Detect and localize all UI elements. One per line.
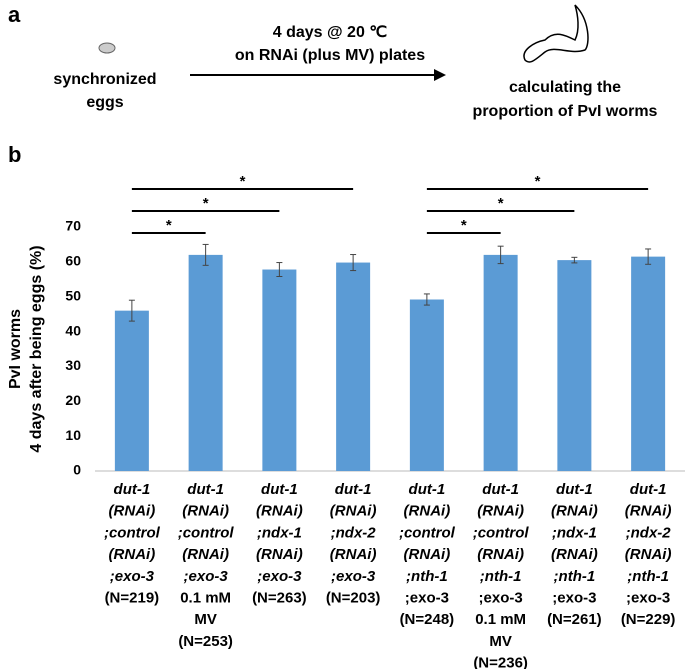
bar xyxy=(114,310,149,471)
x-tick-label: (N=229) xyxy=(621,611,676,628)
x-tick-label: (RNAi) xyxy=(256,503,303,520)
x-tick-label: (RNAi) xyxy=(182,546,229,563)
x-tick-label: ;exo-3 xyxy=(331,568,376,585)
significance-label: * xyxy=(240,173,246,190)
x-tick-label: dut-1 xyxy=(482,481,519,498)
end-text: proportion of PvI worms xyxy=(473,103,658,120)
x-tick-label: dut-1 xyxy=(114,481,151,498)
x-tick-label: ;control xyxy=(178,524,235,541)
x-tick-label: 0.1 mM xyxy=(475,611,526,628)
y-tick-label: 20 xyxy=(65,392,81,408)
significance-label: * xyxy=(461,217,467,234)
x-tick-label: MV xyxy=(194,611,217,628)
y-tick-label: 0 xyxy=(73,462,81,478)
x-tick-label: (RNAi) xyxy=(330,503,377,520)
significance-label: * xyxy=(498,195,504,212)
x-tick-label: (N=203) xyxy=(326,589,381,606)
x-tick-label: ;exo-3 xyxy=(626,589,670,606)
x-tick-label: ;ndx-2 xyxy=(626,524,672,541)
x-tick-label: ;nth-1 xyxy=(627,568,669,585)
x-tick-label: (N=263) xyxy=(252,589,307,606)
x-tick-label: (RNAi) xyxy=(109,503,156,520)
x-tick-label: dut-1 xyxy=(335,481,372,498)
worm-icon xyxy=(523,4,589,63)
x-tick-label: (RNAi) xyxy=(182,503,229,520)
x-tick-label: ;nth-1 xyxy=(554,568,596,585)
x-tick-label: (N=236) xyxy=(473,655,528,669)
egg-icon xyxy=(98,42,116,54)
x-tick-label: MV xyxy=(489,633,512,650)
x-tick-label: 0.1 mM xyxy=(180,589,231,606)
x-tick-label: ;exo-3 xyxy=(552,589,596,606)
x-tick-label: ;nth-1 xyxy=(480,568,522,585)
x-tick-label: dut-1 xyxy=(630,481,667,498)
x-tick-label: (RNAi) xyxy=(551,503,598,520)
y-tick-label: 60 xyxy=(65,253,81,269)
x-tick-label: ;exo-3 xyxy=(479,589,523,606)
x-tick-label: ;control xyxy=(473,524,530,541)
x-tick-label: ;exo-3 xyxy=(184,568,229,585)
y-tick-label: 70 xyxy=(65,218,81,234)
x-tick-label: ;exo-3 xyxy=(110,568,155,585)
bar xyxy=(483,254,518,471)
bar xyxy=(631,256,666,471)
significance-label: * xyxy=(535,173,541,190)
x-tick-label: ;ndx-2 xyxy=(331,524,377,541)
y-axis-title: 4 days after being eggs (%) xyxy=(28,245,45,452)
x-tick-label: (RNAi) xyxy=(551,546,598,563)
x-tick-label: (RNAi) xyxy=(477,546,524,563)
start-text: synchronized xyxy=(53,71,156,88)
x-tick-label: (RNAi) xyxy=(256,546,303,563)
x-tick-label: ;exo-3 xyxy=(257,568,302,585)
bar xyxy=(188,254,223,471)
x-tick-label: (RNAi) xyxy=(477,503,524,520)
bar xyxy=(336,262,371,471)
x-tick-label: ;exo-3 xyxy=(405,589,449,606)
x-tick-label: (N=253) xyxy=(178,633,233,650)
bar xyxy=(409,299,444,471)
x-tick-label: ;control xyxy=(399,524,456,541)
x-tick-label: ;control xyxy=(104,524,161,541)
y-tick-label: 10 xyxy=(65,427,81,443)
arrow-text: 4 days @ 20 ℃ xyxy=(273,24,388,41)
bar xyxy=(262,269,297,471)
y-tick-label: 30 xyxy=(65,357,81,373)
end-text: calculating the xyxy=(509,79,621,96)
x-tick-label: (RNAi) xyxy=(404,546,451,563)
start-text: eggs xyxy=(86,94,123,111)
x-tick-label: (RNAi) xyxy=(109,546,156,563)
bar xyxy=(557,260,592,471)
x-tick-label: dut-1 xyxy=(409,481,446,498)
arrow-text: on RNAi (plus MV) plates xyxy=(235,47,425,64)
x-tick-label: (RNAi) xyxy=(330,546,377,563)
x-tick-label: (RNAi) xyxy=(625,546,672,563)
x-tick-label: ;ndx-1 xyxy=(257,524,302,541)
x-tick-label: ;ndx-1 xyxy=(552,524,597,541)
significance-label: * xyxy=(203,195,209,212)
panel-label: b xyxy=(8,142,21,167)
x-tick-label: (RNAi) xyxy=(625,503,672,520)
x-tick-label: dut-1 xyxy=(187,481,224,498)
arrow-head xyxy=(434,69,446,81)
x-tick-label: (N=219) xyxy=(105,589,160,606)
x-tick-label: (N=261) xyxy=(547,611,602,628)
x-tick-label: (RNAi) xyxy=(404,503,451,520)
panel-label: a xyxy=(8,2,21,27)
y-tick-label: 50 xyxy=(65,287,81,303)
x-tick-label: (N=248) xyxy=(400,611,455,628)
y-axis-title: PvI worms xyxy=(7,309,24,389)
significance-label: * xyxy=(166,217,172,234)
x-tick-label: dut-1 xyxy=(556,481,593,498)
x-tick-label: ;nth-1 xyxy=(406,568,448,585)
y-tick-label: 40 xyxy=(65,322,81,338)
x-tick-label: dut-1 xyxy=(261,481,298,498)
